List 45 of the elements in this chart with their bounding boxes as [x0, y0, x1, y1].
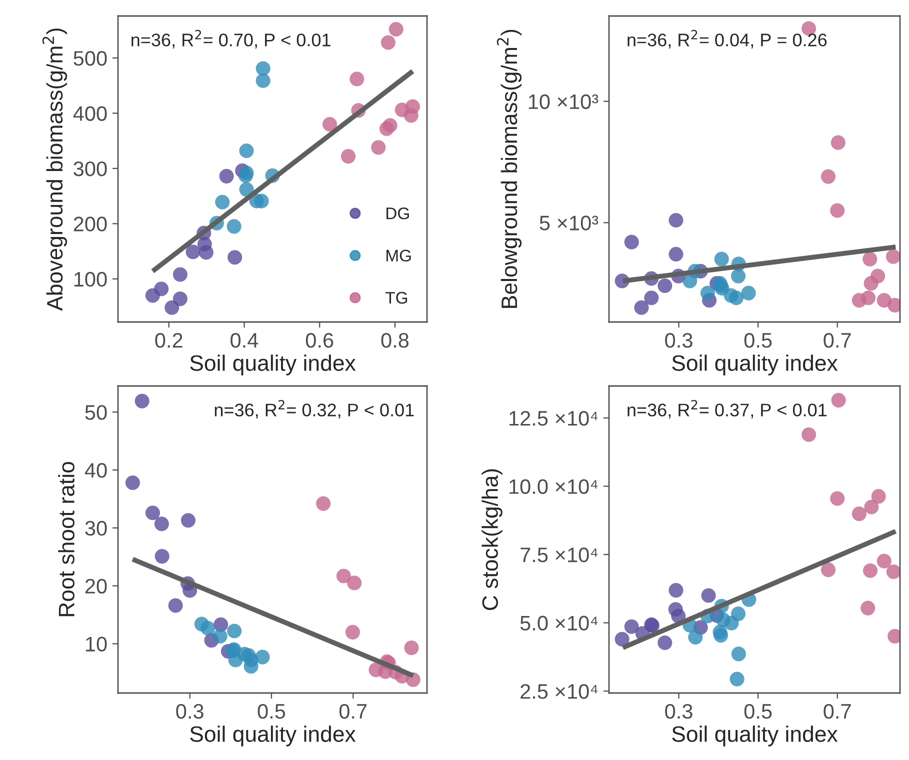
y-tick-label: 300	[74, 161, 107, 176]
x-tick-label: 0.5	[744, 704, 772, 719]
y-tick-label: 100	[74, 272, 107, 287]
y-tick-label: 2.5 ×10⁴	[520, 684, 598, 699]
annotation: n=36, R$^{2}$= 0.04, P = 0.26	[628, 30, 827, 49]
y-axis-title: C stock(kg/ha)	[482, 469, 502, 610]
legend-label: DG	[386, 207, 409, 220]
y-axis-title: Belowground biomass(g/m$^{2}$)	[496, 30, 522, 308]
x-tick-label: 0.4	[230, 332, 258, 348]
annotation: n=36, R$^{2}$= 0.32, P < 0.01	[214, 400, 414, 419]
y-tick-label: 50	[85, 405, 107, 420]
x-tick-label: 0.5	[744, 332, 772, 348]
x-tick-label: 0.7	[339, 704, 367, 719]
y-axis-title: Root shoot ratio	[58, 462, 74, 616]
x-tick-label: 0.3	[665, 704, 692, 719]
x-axis-title: Soil quality index	[190, 726, 356, 746]
annotation: n=36, R$^{2}$= 0.37, P < 0.01	[628, 400, 827, 419]
annotation: n=36, R$^{2}$= 0.70, P < 0.01	[132, 30, 330, 49]
x-tick-label: 0.7	[824, 332, 851, 348]
y-tick-label: 400	[73, 106, 107, 121]
x-tick-label: 0.7	[824, 704, 851, 719]
y-tick-label: 10 ×10³	[528, 94, 598, 110]
x-tick-label: 0.2	[155, 332, 182, 348]
legend-label: TG	[386, 292, 408, 304]
y-tick-label: 5 ×10³	[540, 216, 598, 230]
y-tick-label: 7.5 ×10⁴	[520, 548, 598, 562]
y-tick-label: 30	[85, 520, 107, 536]
y-tick-label: 500	[74, 50, 107, 66]
x-axis-title: Soil quality index	[672, 354, 838, 376]
y-tick-label: 10.0 ×10⁴	[510, 479, 598, 494]
y-axis-title: Aboveground biomass(g/m$^{2}$)	[42, 28, 68, 311]
y-tick-label: 200	[74, 216, 107, 232]
x-tick-label: 0.8	[381, 332, 409, 348]
y-tick-label: 20	[85, 578, 107, 594]
x-tick-label: 0.3	[665, 332, 692, 348]
y-tick-label: 40	[84, 462, 107, 478]
x-tick-label: 0.6	[306, 332, 334, 348]
x-tick-label: 0.3	[176, 704, 204, 719]
y-tick-label: 12.5 ×10⁴	[510, 410, 598, 426]
x-axis-title: Soil quality index	[190, 354, 356, 376]
x-axis-title: Soil quality index	[672, 726, 838, 746]
x-tick-label: 0.5	[258, 704, 286, 719]
y-tick-label: 10	[86, 636, 107, 652]
y-tick-label: 5.0 ×10⁴	[520, 616, 598, 631]
legend-label: MG	[386, 250, 411, 262]
